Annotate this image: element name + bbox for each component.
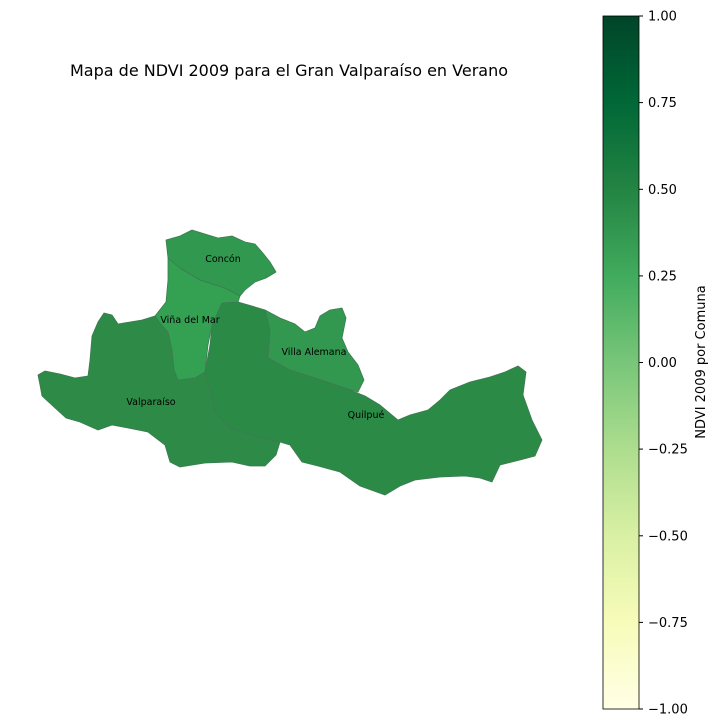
- region-label-villa-alemana: Villa Alemana: [282, 347, 347, 358]
- colorbar-tick-label: −0.50: [648, 529, 688, 544]
- map-title: Mapa de NDVI 2009 para el Gran Valparaís…: [70, 61, 508, 80]
- colorbar-tick-label: −1.00: [648, 703, 688, 718]
- colorbar-tick-label: −0.25: [648, 443, 688, 458]
- colorbar-tick-label: −0.75: [648, 616, 688, 631]
- region-villa-alemana[interactable]: [264, 307, 365, 393]
- colorbar-tick-label: 0.00: [648, 356, 677, 371]
- region-label-quilpue: Quilpué: [348, 410, 385, 421]
- region-label-concon: Concón: [205, 254, 241, 265]
- colorbar-tick-label: 0.75: [648, 96, 677, 111]
- colorbar-tick-label: 0.50: [648, 183, 677, 198]
- colorbar-tick-label: 1.00: [648, 10, 677, 25]
- region-label-vina-del-mar: Viña del Mar: [160, 315, 219, 326]
- region-label-valparaiso: Valparaíso: [126, 397, 175, 408]
- colorbar-ticks: 1.00 0.75 0.50 0.25 0.00 −0.25 −0.50 −0.…: [639, 10, 688, 718]
- colorbar-bar: [602, 15, 640, 710]
- region-labels: Concón Viña del Mar Villa Alemana Valpar…: [126, 254, 384, 421]
- colorbar-tick-label: 0.25: [648, 269, 677, 284]
- colorbar: 1.00 0.75 0.50 0.25 0.00 −0.25 −0.50 −0.…: [602, 10, 709, 718]
- choropleth-map: [37, 229, 543, 496]
- region-concon[interactable]: [165, 229, 277, 297]
- colorbar-label: NDVI 2009 por Comuna: [694, 285, 709, 438]
